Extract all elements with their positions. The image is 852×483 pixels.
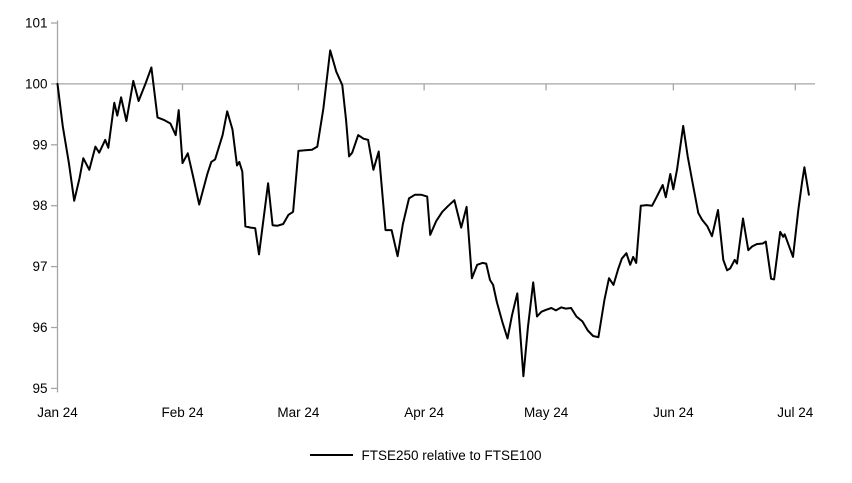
y-tick-label: 99 — [32, 137, 47, 152]
x-tick-label: Mar 24 — [277, 405, 320, 420]
x-tick-label: May 24 — [524, 405, 569, 420]
series-line-ftse250-relative — [56, 49, 810, 378]
y-tick-label: 97 — [32, 259, 47, 274]
chart-legend: FTSE250 relative to FTSE100 — [0, 443, 852, 467]
y-tick-label: 101 — [25, 16, 48, 31]
x-tick-label: Jan 24 — [37, 405, 78, 420]
x-tick-label: Jul 24 — [777, 405, 814, 420]
y-tick-label: 100 — [25, 76, 48, 91]
legend-line-sample — [310, 454, 354, 456]
x-tick-label: Jun 24 — [653, 405, 694, 420]
legend-label: FTSE250 relative to FTSE100 — [361, 447, 542, 463]
y-tick-label: 96 — [32, 320, 47, 335]
y-tick-label: 95 — [32, 381, 47, 396]
x-tick-label: Apr 24 — [404, 405, 444, 420]
y-tick-label: 98 — [32, 198, 47, 213]
x-tick-label: Feb 24 — [161, 405, 204, 420]
